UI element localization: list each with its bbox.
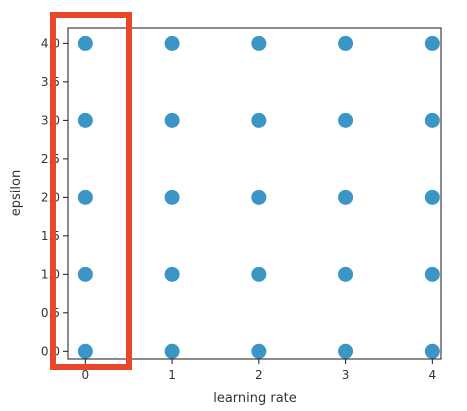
data-point	[164, 343, 180, 359]
data-point	[164, 266, 180, 282]
x-tick-label: 0	[82, 368, 90, 382]
data-point	[251, 189, 267, 205]
data-point	[424, 112, 440, 128]
data-point	[338, 343, 354, 359]
data-point	[77, 343, 93, 359]
data-point	[164, 35, 180, 51]
x-axis-label: learning rate	[213, 391, 297, 406]
data-point	[338, 112, 354, 128]
data-point	[424, 343, 440, 359]
x-tick-label: 1	[168, 368, 176, 382]
x-tick-label: 4	[429, 368, 437, 382]
data-point	[338, 266, 354, 282]
data-point	[424, 35, 440, 51]
data-point	[424, 189, 440, 205]
data-point	[338, 35, 354, 51]
points-layer	[77, 35, 440, 359]
data-point	[77, 112, 93, 128]
ticks-layer: 0 1 2 3 40.00.51.01.52.02.53.03.54.0	[41, 36, 436, 382]
y-axis-label: epsilon	[9, 170, 24, 216]
data-point	[77, 266, 93, 282]
data-point	[251, 112, 267, 128]
data-point	[338, 189, 354, 205]
plot-frame	[67, 27, 442, 360]
x-tick-label: 2	[255, 368, 263, 382]
data-point	[424, 266, 440, 282]
x-tick-label: 3	[342, 368, 350, 382]
data-point	[251, 266, 267, 282]
data-point	[251, 343, 267, 359]
data-point	[77, 189, 93, 205]
data-point	[77, 35, 93, 51]
data-point	[164, 112, 180, 128]
highlight-box	[50, 12, 132, 370]
data-point	[164, 189, 180, 205]
data-point	[251, 35, 267, 51]
